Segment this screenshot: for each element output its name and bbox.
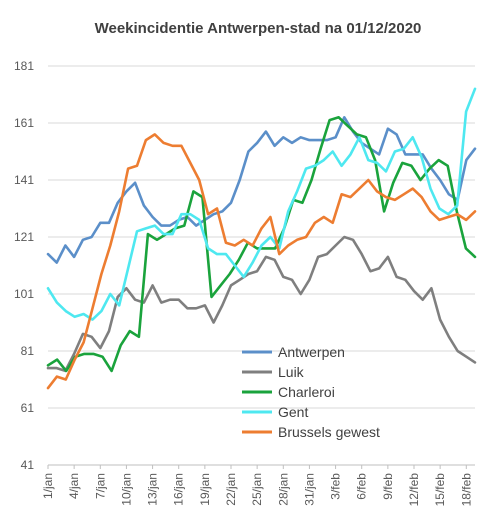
legend-label-antwerpen: Antwerpen [278,344,345,360]
y-tick-label: 121 [14,230,34,244]
series-line-charleroi [46,116,477,373]
legend-label-luik: Luik [278,364,305,380]
y-tick-label: 61 [21,401,35,415]
series-lines [46,87,477,390]
y-axis-tick-labels: 41 61 81 101 121 141 161 181 [14,59,34,472]
legend: Antwerpen Luik Charleroi Gent Brussels gewes… [242,344,380,440]
legend-label-brussels-gewest: Brussels gewest [278,424,380,440]
y-tick-label: 161 [14,116,34,130]
x-tick-label: 16/jan [172,473,186,506]
x-tick-label: 25/jan [250,473,264,506]
x-tick-label: 12/feb [407,473,421,507]
series-line-luik [46,235,477,373]
y-tick-label: 141 [14,173,34,187]
series-line-antwerpen [46,116,477,264]
series-line-brussels-gewest [46,133,477,390]
legend-label-charleroi: Charleroi [278,384,335,400]
x-tick-label: 18/feb [459,473,473,507]
x-tick-label: 22/jan [224,473,238,506]
chart-title: Weekincidentie Antwerpen-stad na 01/12/2… [95,20,422,37]
x-tick-label: 31/jan [302,473,316,506]
y-tick-label: 181 [14,59,34,73]
x-axis-tick-labels: 1/jan 4/jan 7/jan 10/jan 13/jan 16/jan 19/jan 2… [41,465,473,506]
series-line-gent [46,87,477,321]
y-tick-label: 101 [14,287,34,301]
x-tick-label: 13/jan [146,473,160,506]
x-tick-label: 4/jan [67,473,81,499]
x-tick-label: 19/jan [198,473,212,506]
x-tick-label: 15/feb [433,473,447,507]
x-tick-label: 10/jan [119,473,133,506]
x-tick-label: 7/jan [93,473,107,499]
x-tick-label: 6/feb [355,473,369,500]
x-tick-label: 28/jan [276,473,290,506]
x-tick-label: 1/jan [41,473,55,499]
legend-label-gent: Gent [278,404,308,420]
y-tick-label: 41 [21,458,35,472]
y-tick-label: 81 [21,344,35,358]
x-tick-label: 3/feb [329,473,343,500]
x-tick-label: 9/feb [381,473,395,500]
